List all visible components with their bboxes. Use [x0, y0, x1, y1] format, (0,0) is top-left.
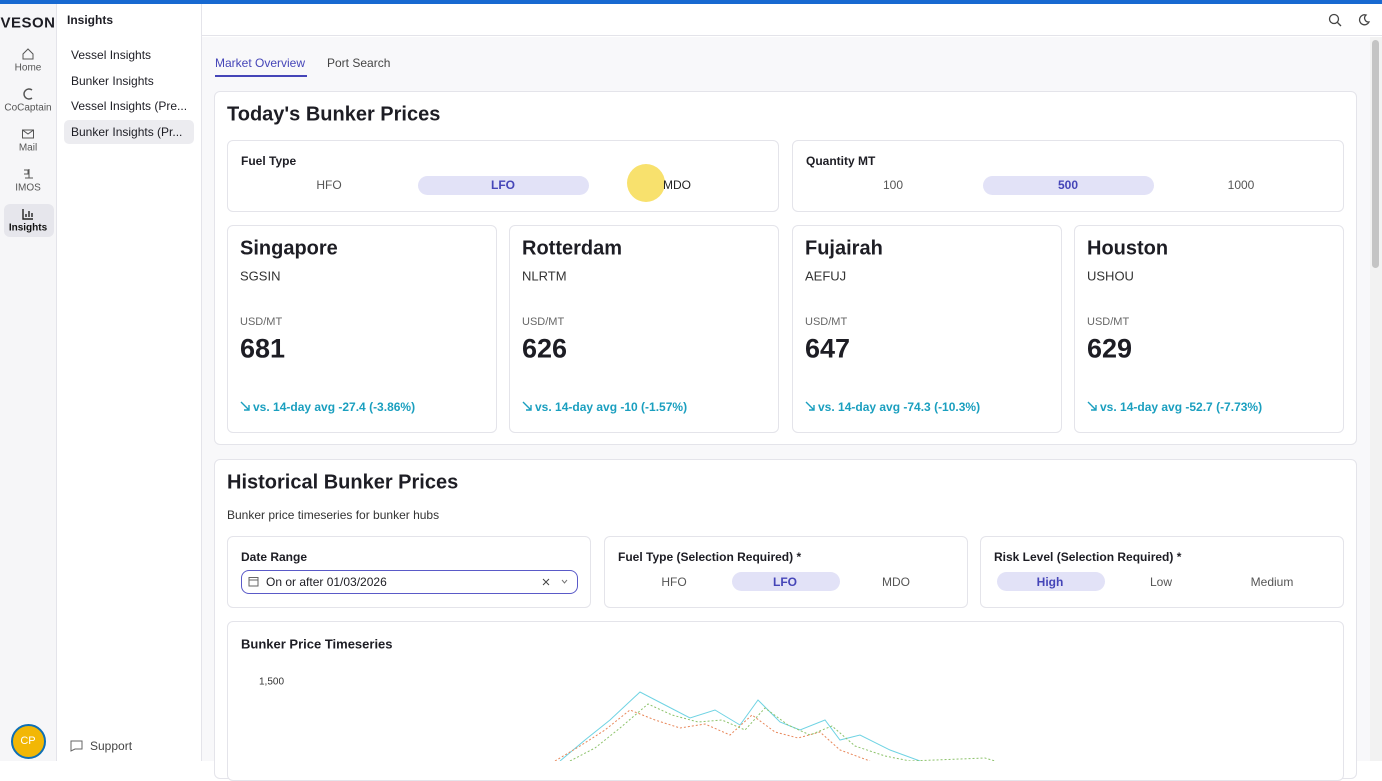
avatar-initials: CP — [20, 735, 36, 747]
option[interactable]: High — [1036, 575, 1064, 589]
option[interactable]: LFO — [773, 575, 797, 589]
sidebar — [57, 4, 202, 761]
selected-pill — [983, 176, 1154, 195]
option[interactable]: HFO — [661, 575, 687, 589]
port-code: USHOU — [1087, 268, 1134, 284]
option[interactable]: HFO — [316, 178, 342, 192]
option[interactable]: 500 — [1057, 178, 1079, 192]
sidebar-item[interactable]: Vessel Insights — [71, 48, 152, 62]
option[interactable]: 100 — [882, 178, 904, 192]
rail-icon — [22, 48, 34, 60]
sidebar-item[interactable]: Vessel Insights (Pre... — [71, 99, 188, 113]
y-tick-label: 1,500 — [259, 676, 285, 688]
price-change: vs. 14-day avg -74.3 (-10.3%) — [818, 400, 981, 414]
option[interactable]: Low — [1149, 575, 1173, 589]
trend-icon — [240, 401, 250, 411]
section-title: Historical Bunker Prices — [227, 471, 459, 494]
timeseries-lines — [554, 691, 996, 761]
filter-label: Fuel Type (Selection Required) * — [618, 550, 802, 564]
trend-icon — [522, 401, 532, 411]
input-controls[interactable] — [542, 578, 572, 586]
calendar-icon — [248, 577, 259, 587]
option[interactable]: LFO — [491, 178, 515, 192]
option[interactable]: Medium — [1250, 575, 1294, 589]
port-code: NLRTM — [522, 268, 567, 284]
option[interactable]: MDO — [663, 178, 691, 192]
rail-icon — [24, 169, 33, 179]
date-filter — [227, 536, 591, 608]
date-value: On or after 01/03/2026 — [266, 575, 387, 589]
option[interactable]: MDO — [882, 575, 910, 589]
avatar[interactable] — [11, 724, 46, 759]
filter-label: Fuel Type — [241, 154, 297, 168]
option[interactable]: 1000 — [1227, 178, 1255, 192]
selected-pill — [418, 176, 589, 195]
rail — [0, 4, 57, 761]
sidebar-item[interactable]: Bunker Insights (Pr... — [71, 124, 183, 139]
fuel-filter — [227, 140, 779, 212]
price-unit: USD/MT — [522, 316, 565, 328]
price: 626 — [522, 333, 568, 364]
port-name: Singapore — [240, 237, 338, 260]
theme-icon[interactable] — [1357, 13, 1371, 27]
price-unit: USD/MT — [240, 316, 283, 328]
port-card — [509, 225, 779, 433]
top-bar — [0, 0, 1382, 4]
chart-title: Bunker Price Timeseries — [241, 636, 393, 652]
price: 647 — [805, 333, 851, 364]
tab-active[interactable]: Market Overview — [215, 56, 306, 70]
chart-card — [227, 621, 1344, 781]
rail-item[interactable]: Mail — [18, 142, 38, 154]
logo: VESON — [0, 14, 56, 32]
sidebar-title: Insights — [67, 13, 114, 27]
port-name: Houston — [1087, 237, 1169, 260]
port-name: Fujairah — [805, 237, 883, 260]
port-card — [1074, 225, 1344, 433]
search-icon[interactable] — [1328, 13, 1342, 27]
scrollbar[interactable] — [1372, 40, 1379, 268]
filter-label: Date Range — [241, 550, 308, 564]
support-icon — [70, 740, 83, 752]
section-title: Today's Bunker Prices — [227, 103, 441, 126]
rail-icon — [22, 129, 34, 139]
rail-icon — [22, 209, 33, 220]
rail-item[interactable]: Home — [14, 62, 42, 74]
tab-underline — [215, 75, 307, 77]
cursor-highlight — [627, 164, 665, 202]
price-change: vs. 14-day avg -10 (-1.57%) — [535, 400, 688, 414]
selected-pill — [997, 572, 1105, 591]
price-change: vs. 14-day avg -52.7 (-7.73%) — [1100, 400, 1263, 414]
filter-label: Quantity MT — [806, 154, 876, 168]
port-code: AEFUJ — [805, 268, 847, 284]
sidebar-active — [64, 120, 194, 144]
rail-item[interactable]: CoCaptain — [4, 102, 52, 114]
filter-label: Risk Level (Selection Required) * — [994, 550, 1182, 564]
port-code: SGSIN — [240, 268, 281, 284]
date-input[interactable] — [241, 570, 578, 594]
trend-icon — [805, 401, 815, 411]
tab[interactable]: Port Search — [327, 56, 391, 70]
port-card — [792, 225, 1062, 433]
price: 681 — [240, 333, 286, 364]
price-unit: USD/MT — [1087, 316, 1130, 328]
rail-item[interactable]: IMOS — [15, 182, 41, 194]
header — [202, 4, 1382, 36]
section-subtitle: Bunker price timeseries for bunker hubs — [227, 508, 440, 522]
selected-pill — [732, 572, 840, 591]
support-link[interactable]: Support — [90, 739, 133, 753]
price-change: vs. 14-day avg -27.4 (-3.86%) — [253, 400, 416, 414]
price-unit: USD/MT — [805, 316, 848, 328]
sidebar-item[interactable]: Bunker Insights — [71, 73, 154, 88]
price: 629 — [1087, 333, 1133, 364]
rail-icon — [23, 88, 33, 100]
rail-item[interactable]: Insights — [8, 222, 48, 234]
trend-icon — [1087, 401, 1097, 411]
rail-active — [4, 204, 54, 237]
port-card — [227, 225, 497, 433]
port-name: Rotterdam — [522, 237, 623, 260]
